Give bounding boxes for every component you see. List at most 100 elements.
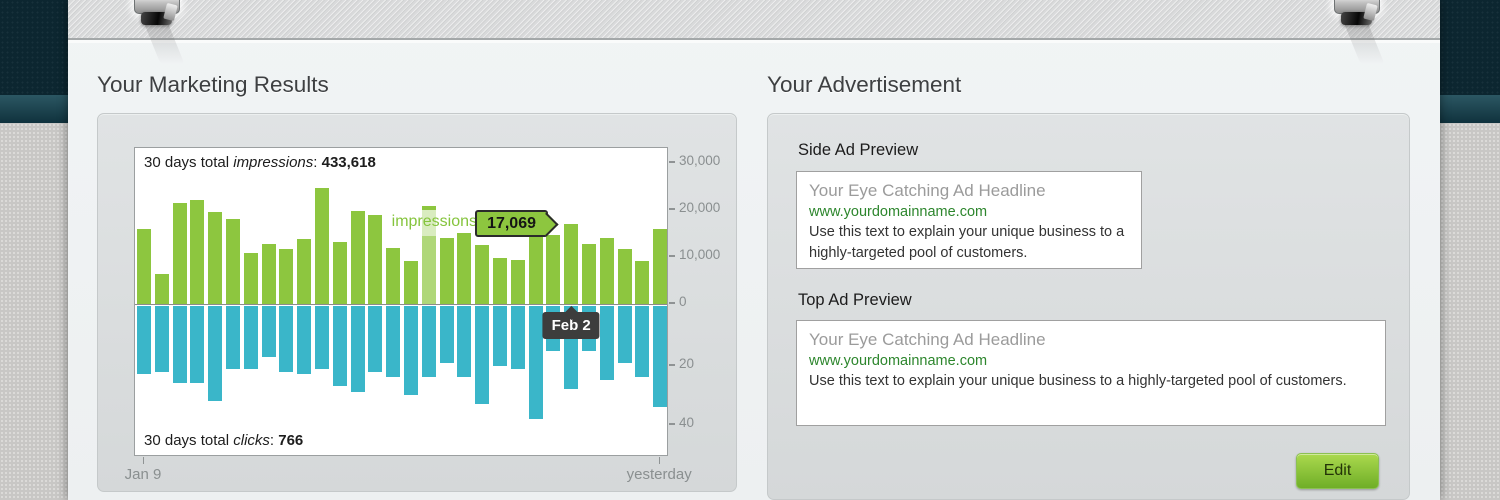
marketing-results-panel: 30 days total impressions: 433,618 30 da…	[97, 113, 737, 492]
impressions-bar[interactable]	[421, 236, 436, 304]
impressions-bar[interactable]	[332, 242, 347, 304]
y-axis-tick-label: 20	[679, 355, 695, 371]
impressions-bar[interactable]	[546, 234, 561, 304]
impressions-bar[interactable]	[137, 228, 151, 304]
clicks-bar[interactable]	[261, 306, 276, 357]
y-axis-tick-label: 10,000	[679, 247, 721, 262]
clicks-bar[interactable]	[332, 306, 347, 387]
clicks-bar[interactable]	[635, 306, 650, 378]
clicks-bar[interactable]	[297, 306, 312, 375]
impressions-bar[interactable]	[261, 243, 276, 304]
teal-header-band	[1440, 0, 1500, 95]
page-margin-left	[0, 0, 68, 500]
clicks-bar[interactable]	[421, 306, 436, 378]
impressions-bar[interactable]	[439, 238, 454, 304]
ad-headline: Your Eye Catching Ad Headline	[809, 330, 1046, 349]
clicks-bar[interactable]	[279, 306, 294, 372]
impressions-bar[interactable]	[493, 257, 507, 304]
y-axis-tick-label: 30,000	[679, 153, 721, 168]
y-axis-tick-label: 20,000	[679, 200, 721, 215]
impressions-bar[interactable]	[635, 261, 650, 304]
clipboard-card: Your Marketing Results Your Advertisemen…	[68, 0, 1440, 500]
y-axis-tick	[669, 363, 675, 366]
impressions-bar[interactable]	[243, 253, 258, 304]
clicks-bar[interactable]	[599, 306, 614, 381]
impressions-bar[interactable]	[528, 233, 543, 304]
clicks-bar[interactable]	[190, 306, 205, 384]
ad-url: www.yourdomainname.com	[809, 353, 988, 369]
x-axis-tick-label: Jan 9	[124, 466, 162, 483]
impressions-bar[interactable]	[457, 232, 472, 304]
impressions-bar[interactable]	[208, 212, 223, 304]
x-axis-tick	[659, 457, 661, 464]
ad-body-text: Use this text to explain your unique bus…	[809, 224, 1125, 261]
clicks-bar[interactable]	[510, 306, 525, 369]
impressions-bar[interactable]	[582, 243, 596, 304]
clicks-bar[interactable]	[493, 306, 507, 366]
impressions-bar[interactable]	[172, 203, 187, 304]
impressions-bar[interactable]	[510, 259, 525, 304]
clicks-bar[interactable]	[368, 306, 383, 372]
impressions-bar[interactable]	[404, 261, 418, 304]
impressions-bar[interactable]	[386, 248, 401, 304]
impressions-bar[interactable]	[154, 273, 169, 304]
impressions-bar[interactable]	[599, 238, 614, 304]
impressions-bar[interactable]	[617, 249, 632, 304]
chart-zero-axis	[135, 304, 667, 305]
gray-page-background	[1440, 123, 1500, 500]
date-tooltip: Feb 2	[542, 312, 600, 339]
ad-body-text: Use this text to explain your unique bus…	[809, 373, 1347, 389]
y-axis-tick-label: 0	[679, 294, 687, 309]
clicks-bar[interactable]	[154, 306, 169, 372]
impressions-clicks-chart[interactable]: 30 days total impressions: 433,618 30 da…	[134, 147, 668, 456]
impressions-bar[interactable]	[315, 187, 329, 304]
y-axis-tick	[669, 255, 675, 257]
side-ad-preview-box: Your Eye Catching Ad Headline www.yourdo…	[796, 171, 1142, 269]
card-top-strip	[68, 0, 1440, 38]
clicks-bar[interactable]	[350, 306, 365, 393]
clicks-bar[interactable]	[457, 306, 472, 378]
ad-headline: Your Eye Catching Ad Headline	[809, 181, 1046, 200]
clicks-bar[interactable]	[653, 306, 667, 408]
clicks-bar[interactable]	[404, 306, 418, 396]
impressions-bar[interactable]	[564, 223, 579, 304]
clicks-total-text: 30 days total clicks: 766	[144, 432, 304, 449]
impressions-bar[interactable]	[226, 219, 240, 304]
impressions-value-tooltip: 17,069	[475, 210, 548, 237]
clicks-bar[interactable]	[137, 306, 151, 375]
highlighted-bar-overlay	[421, 205, 436, 304]
clicks-bar[interactable]	[475, 306, 490, 405]
clicks-bar[interactable]	[315, 306, 329, 369]
impressions-bar[interactable]	[368, 215, 383, 304]
clicks-bar[interactable]	[528, 306, 543, 419]
impressions-bar[interactable]	[297, 238, 312, 304]
clicks-bar[interactable]	[208, 306, 223, 402]
clicks-bar[interactable]	[439, 306, 454, 363]
impressions-legend-label: impressions	[391, 213, 477, 230]
advertisement-title: Your Advertisement	[767, 72, 962, 97]
y-axis-tick	[669, 208, 675, 210]
teal-highlight-band	[1440, 95, 1500, 123]
impressions-bar[interactable]	[279, 249, 294, 304]
impressions-bar[interactable]	[653, 228, 667, 304]
chart-y-axis: 30,000 20,000 10,000 0 20 40	[668, 147, 734, 456]
y-axis-tick	[669, 302, 675, 304]
x-axis-tick	[143, 457, 144, 464]
top-ad-preview-box: Your Eye Catching Ad Headline www.yourdo…	[796, 320, 1386, 426]
x-axis-tick-label: yesterday	[626, 466, 692, 483]
clicks-bar[interactable]	[243, 306, 258, 369]
clicks-bar[interactable]	[386, 306, 401, 378]
clicks-bar[interactable]	[617, 306, 632, 363]
y-axis-tick	[669, 161, 675, 163]
clicks-bar[interactable]	[226, 306, 240, 369]
teal-highlight-band	[0, 95, 68, 123]
impressions-bar[interactable]	[350, 210, 365, 304]
edit-button[interactable]: Edit	[1296, 453, 1379, 489]
clip-nub	[163, 2, 178, 22]
impressions-bar[interactable]	[475, 244, 490, 304]
clicks-bar[interactable]	[172, 306, 187, 384]
binder-clip-icon	[134, 0, 185, 64]
card-divider	[68, 38, 1440, 40]
impressions-bar[interactable]	[190, 200, 205, 304]
